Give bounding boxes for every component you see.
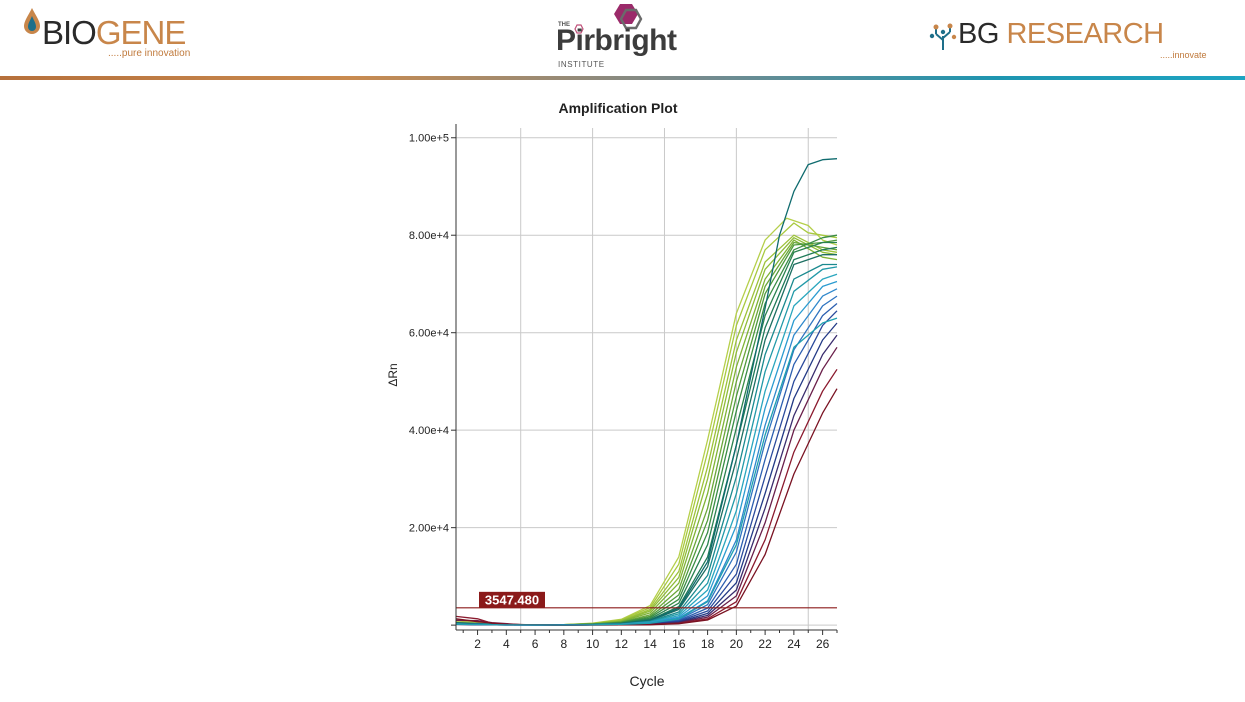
threshold-label-box (479, 591, 545, 608)
x-tick-label: 2 (474, 637, 481, 651)
threshold-label: 3547.480 (485, 592, 539, 607)
y-tick-label: 8.00e+4 (409, 230, 449, 242)
series-line (455, 317, 838, 626)
series-line (455, 246, 838, 626)
series-line (455, 254, 837, 626)
circuit-tree-icon (929, 23, 957, 50)
hexagon-logo-icon (614, 4, 643, 30)
series-line (455, 273, 838, 626)
x-tick-label: 18 (701, 637, 715, 651)
x-tick-label: 20 (730, 637, 744, 651)
chart-title: Amplification Plot (559, 100, 678, 116)
x-tick-label: 12 (615, 637, 629, 651)
header-divider (0, 76, 1245, 80)
biogene-wordmark: BIOGENE (42, 14, 186, 51)
x-tick-label: 16 (672, 637, 686, 651)
series-line (455, 310, 838, 626)
x-axis-label: Cycle (629, 673, 664, 689)
pirbright-prefix: THE (558, 22, 570, 28)
y-axis-label: ΔRn (386, 363, 400, 386)
pirbright-wordmark: Pirbright (556, 24, 677, 57)
series-line (455, 388, 838, 626)
amplification-chart: Amplification Plot 3547.480 2.00e+4 4.00e… (386, 100, 838, 689)
chart-grid (456, 128, 837, 630)
bg-research-wordmark: BG RESEARCH (958, 18, 1164, 50)
x-tick-label: 6 (532, 637, 539, 651)
series-line (455, 368, 838, 626)
page-header: BIOGENE .....pure innovation THE Pirbrig… (0, 0, 1245, 82)
chart-series-group (455, 158, 838, 626)
series-line (455, 217, 838, 626)
x-tick-label: 24 (787, 637, 801, 651)
x-tick-label: 26 (816, 637, 830, 651)
chart-axes: 2.00e+44.00e+46.00e+48.00e+41.00e+52 4 6 8 1… (409, 124, 838, 651)
x-tick-label: 14 (643, 637, 657, 651)
water-drop-icon (24, 8, 40, 34)
y-tick-label: 1.00e+5 (409, 133, 449, 145)
x-tick-label: 22 (758, 637, 772, 651)
pirbright-logo: THE Pirbright INSTITUTE (556, 2, 696, 70)
y-tick-label: 4.00e+4 (409, 425, 449, 437)
series-line (455, 237, 838, 626)
x-tick-label: 4 (503, 637, 510, 651)
biogene-tagline: .....pure innovation (108, 48, 191, 59)
series-line (455, 303, 838, 626)
x-tick-label: 10 (586, 637, 600, 651)
series-line (455, 288, 838, 626)
x-tick-label: 8 (560, 637, 567, 651)
threshold-group: 3547.480 (456, 591, 837, 609)
y-tick-label: 6.00e+4 (409, 328, 449, 340)
pirbright-sub: INSTITUTE (558, 60, 605, 69)
series-line (455, 239, 838, 626)
series-line (455, 239, 838, 626)
bg-research-logo: BG RESEARCH .....innovate (928, 18, 1228, 62)
y-tick-label: 2.00e+4 (409, 523, 449, 535)
small-hexagon-icon (574, 24, 584, 34)
biogene-logo: BIOGENE .....pure innovation (20, 6, 220, 62)
bg-research-tagline: .....innovate (1160, 50, 1207, 60)
